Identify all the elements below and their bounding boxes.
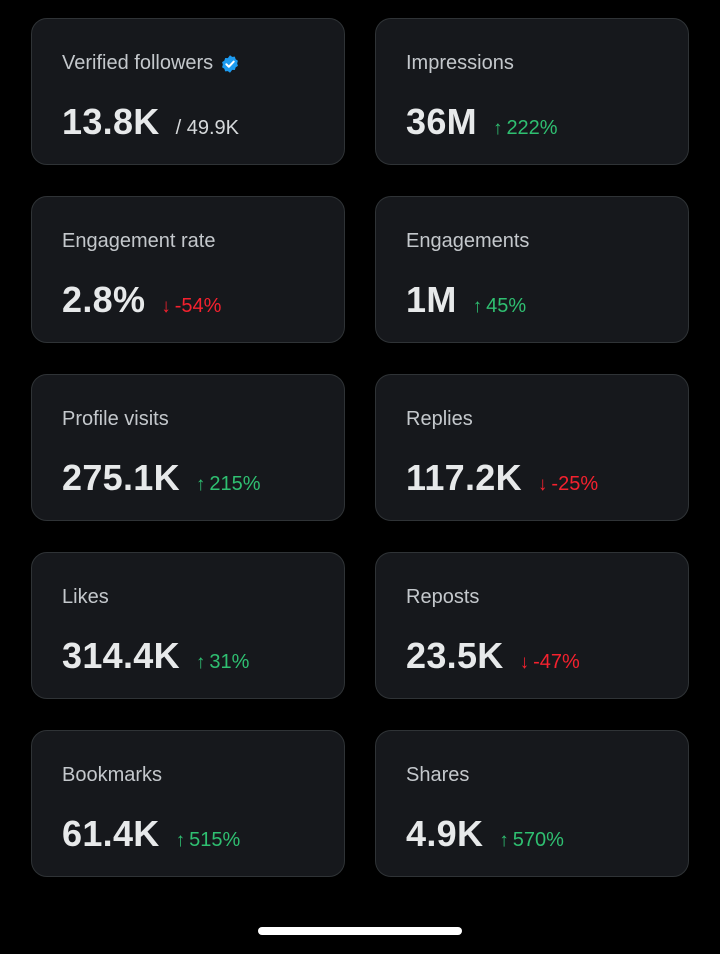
metric-value-row: 23.5K ↓ -47%	[406, 635, 580, 677]
metric-value: 1M	[406, 279, 457, 320]
metric-delta-value: -47%	[533, 651, 580, 673]
metric-value: 23.5K	[406, 635, 504, 676]
verified-badge-icon	[220, 54, 240, 74]
metric-label: Engagements	[406, 230, 530, 252]
metric-value-row: 2.8% ↓ -54%	[62, 279, 221, 321]
metric-value: 2.8%	[62, 279, 146, 320]
arrow-up-icon: ↑	[195, 652, 206, 673]
metric-value: 4.9K	[406, 813, 484, 854]
metric-value: 36M	[406, 101, 477, 142]
metric-label: Bookmarks	[62, 764, 163, 786]
arrow-up-icon: ↑	[499, 830, 509, 851]
metric-total: / 49.9K	[175, 117, 239, 139]
metric-value-row: 117.2K ↓ -25%	[406, 457, 598, 499]
metric-card-shares[interactable]: Shares 4.9K ↑ 570%	[375, 730, 689, 877]
metric-card-verified-followers[interactable]: Verified followers 13.8K / 49.9K	[31, 18, 345, 165]
metric-value-row: 1M ↑ 45%	[406, 279, 526, 321]
arrow-down-icon: ↓	[161, 296, 171, 317]
metric-label: Shares	[406, 764, 470, 786]
metric-delta: ↓ -54%	[161, 295, 221, 318]
metric-value: 61.4K	[62, 813, 160, 854]
metric-card-replies[interactable]: Replies 117.2K ↓ -25%	[375, 374, 689, 521]
metric-delta: ↑ 31%	[196, 651, 250, 674]
metric-value-row: 4.9K ↑ 570%	[406, 813, 564, 855]
metric-value-row: 314.4K ↑ 31%	[62, 635, 249, 677]
metric-delta: ↑ 515%	[176, 829, 241, 852]
metric-value-row: 13.8K / 49.9K	[62, 101, 239, 143]
metric-card-bookmarks[interactable]: Bookmarks 61.4K ↑ 515%	[31, 730, 345, 877]
metric-card-impressions[interactable]: Impressions 36M ↑ 222%	[375, 18, 689, 165]
metric-delta-value: -54%	[174, 295, 222, 317]
metric-delta-value: 570%	[512, 829, 564, 851]
metric-delta: ↑ 215%	[196, 473, 261, 496]
metric-delta: ↑ 45%	[473, 295, 527, 318]
metric-value: 275.1K	[62, 457, 180, 498]
metric-delta: ↓ -25%	[538, 473, 598, 496]
metric-delta-value: 31%	[209, 651, 250, 673]
metric-label-row: Verified followers	[62, 52, 240, 75]
home-indicator-bar[interactable]	[258, 927, 462, 935]
metric-card-likes[interactable]: Likes 314.4K ↑ 31%	[31, 552, 345, 699]
arrow-up-icon: ↑	[195, 474, 206, 495]
arrow-up-icon: ↑	[492, 118, 503, 139]
metric-value: 117.2K	[406, 457, 522, 498]
metric-label: Verified followers	[62, 52, 214, 74]
metric-label: Engagement rate	[62, 230, 216, 252]
metric-label: Likes	[62, 586, 109, 608]
metric-label: Reposts	[406, 586, 480, 608]
metric-value-row: 275.1K ↑ 215%	[62, 457, 261, 499]
arrow-up-icon: ↑	[175, 830, 186, 851]
arrow-down-icon: ↓	[537, 474, 548, 495]
metric-card-reposts[interactable]: Reposts 23.5K ↓ -47%	[375, 552, 689, 699]
metric-delta-value: -25%	[551, 473, 599, 495]
metric-delta: ↓ -47%	[520, 651, 580, 674]
metric-value: 314.4K	[62, 635, 180, 676]
metric-card-engagements[interactable]: Engagements 1M ↑ 45%	[375, 196, 689, 343]
metric-value: 13.8K	[62, 101, 160, 142]
arrow-down-icon: ↓	[519, 652, 530, 673]
metric-delta-value: 45%	[486, 295, 527, 317]
metric-delta-value: 215%	[209, 473, 261, 495]
metric-value-row: 36M ↑ 222%	[406, 101, 558, 143]
metric-value-row: 61.4K ↑ 515%	[62, 813, 240, 855]
metric-delta-value: 222%	[506, 117, 558, 139]
metric-label: Impressions	[406, 52, 514, 74]
arrow-up-icon: ↑	[472, 296, 483, 317]
metric-card-engagement-rate[interactable]: Engagement rate 2.8% ↓ -54%	[31, 196, 345, 343]
metric-delta: ↑ 222%	[493, 117, 558, 140]
metric-card-profile-visits[interactable]: Profile visits 275.1K ↑ 215%	[31, 374, 345, 521]
metric-delta-value: 515%	[189, 829, 241, 851]
metric-label: Profile visits	[62, 408, 169, 430]
metric-delta: ↑ 570%	[499, 829, 564, 852]
metrics-grid: Verified followers 13.8K / 49.9K Impress…	[31, 18, 689, 877]
metric-label: Replies	[406, 408, 473, 430]
